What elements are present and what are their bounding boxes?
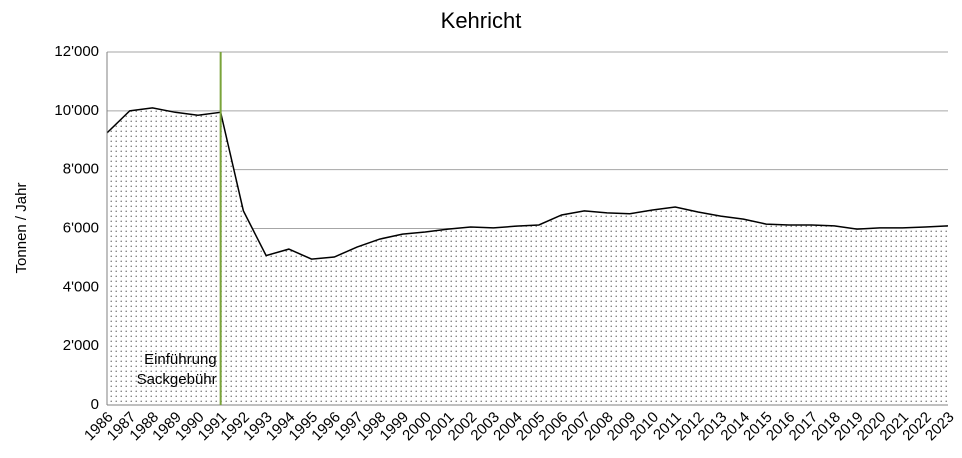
y-tick-label: 0: [91, 396, 99, 413]
y-tick-label: 12'000: [54, 43, 99, 60]
y-tick-label: 10'000: [54, 102, 99, 119]
y-tick-label: 4'000: [63, 278, 99, 295]
y-tick-label: 2'000: [63, 337, 99, 354]
area-line: [106, 107, 949, 260]
y-tick-label: 6'000: [63, 219, 99, 236]
chart-title: Kehricht: [441, 8, 522, 33]
y-tick-label: 8'000: [63, 161, 99, 178]
marker-label: Einführung: [144, 351, 217, 368]
y-axis-label: Tonnen / Jahr: [13, 183, 30, 274]
area-fill: [107, 107, 948, 406]
marker-label: Sackgebühr: [137, 371, 217, 388]
